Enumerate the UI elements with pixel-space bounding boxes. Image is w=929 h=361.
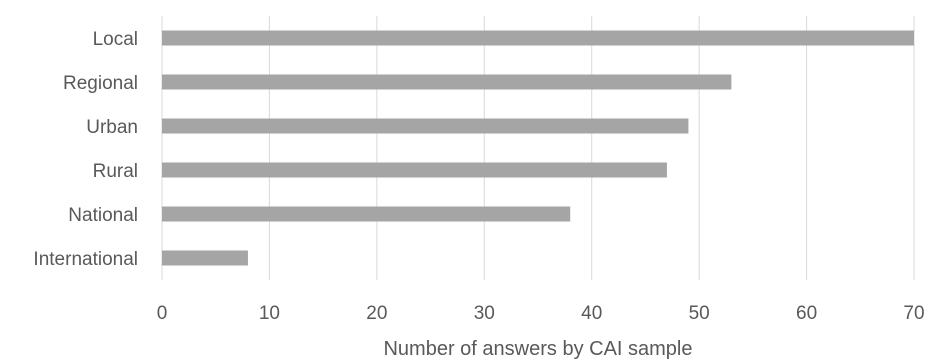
- x-tick-label: 0: [157, 303, 168, 324]
- x-tick-label: 10: [259, 303, 280, 324]
- gridlines: [161, 16, 915, 280]
- bar-local: [162, 30, 914, 46]
- x-tick-label: 70: [903, 303, 924, 324]
- category-label-regional: Regional: [63, 73, 138, 94]
- bar-international: [162, 250, 248, 266]
- category-labels: Local Regional Urban Rural National Internati…: [33, 29, 138, 270]
- bar-urban: [162, 118, 689, 134]
- category-label-urban: Urban: [86, 117, 138, 138]
- bars: [162, 30, 914, 266]
- x-tick-label: 20: [366, 303, 387, 324]
- x-tick-label: 60: [796, 303, 817, 324]
- x-tick-labels: 0 10 20 30 40 50 60 70: [157, 303, 925, 324]
- x-tick-label: 50: [689, 303, 710, 324]
- category-label-rural: Rural: [93, 161, 138, 182]
- bar-national: [162, 206, 571, 222]
- category-label-international: International: [33, 249, 138, 270]
- x-tick-label: 40: [581, 303, 602, 324]
- x-axis-title: Number of answers by CAI sample: [383, 338, 692, 360]
- bar-rural: [162, 162, 667, 178]
- x-tick-label: 30: [474, 303, 495, 324]
- category-label-national: National: [68, 205, 138, 226]
- bar-regional: [162, 74, 732, 90]
- category-label-local: Local: [93, 29, 138, 50]
